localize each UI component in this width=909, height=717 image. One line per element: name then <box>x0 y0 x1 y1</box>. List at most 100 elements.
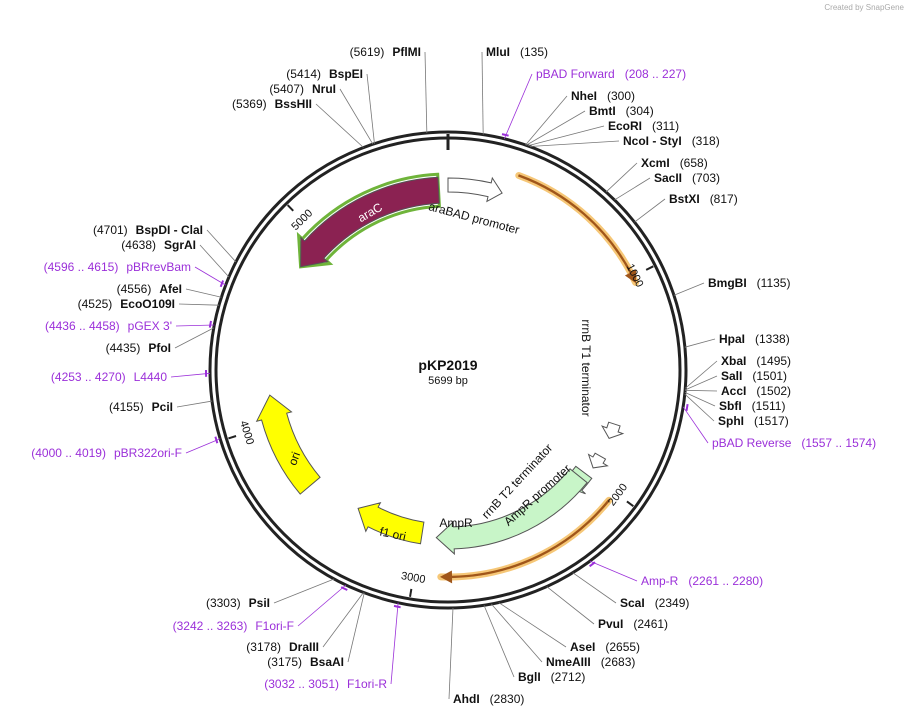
site-label: XbaI (1495) <box>721 354 791 368</box>
site-label: BstXI (817) <box>669 192 738 206</box>
site-label: XcmI (658) <box>641 156 708 170</box>
site-label: (5414) BspEI <box>286 67 363 81</box>
site-label: SphI (1517) <box>718 414 789 428</box>
site-position: (311) <box>652 119 679 133</box>
orf-arrow <box>517 174 637 284</box>
feature-label: araBAD promoter <box>427 199 521 237</box>
site-label: NmeAIII (2683) <box>546 655 635 669</box>
site-label: MluI (135) <box>486 45 548 59</box>
site-position: (5414) <box>286 67 321 81</box>
feature-arrow <box>300 176 440 268</box>
site-name: Amp-R <box>641 574 679 588</box>
site-name: EcoO109I <box>120 297 175 311</box>
site-label: (5619) PflMI <box>350 45 421 59</box>
site-name: ScaI <box>620 596 645 610</box>
site-label: AccI (1502) <box>721 384 791 398</box>
site-position: (4638) <box>121 238 156 252</box>
site-label: NcoI - StyI (318) <box>623 134 720 148</box>
leader-line <box>273 578 335 604</box>
leader-line <box>605 162 638 193</box>
site-position: (1557 .. 1574) <box>801 436 876 450</box>
site-label: (3175) BsaAI <box>267 655 344 669</box>
site-position: (2712) <box>551 670 586 684</box>
feature-label: rrnB T1 terminator <box>579 319 593 416</box>
site-label: SbfI (1511) <box>719 399 785 413</box>
site-position: (3178) <box>246 640 281 654</box>
leader-line <box>174 327 214 349</box>
site-name: PvuI <box>598 617 623 631</box>
site-label: SacII (703) <box>654 171 720 185</box>
site-name: BspDI - ClaI <box>136 223 203 237</box>
leader-line <box>572 572 617 604</box>
site-position: (2349) <box>655 596 690 610</box>
site-name: SacII <box>654 171 682 185</box>
site-name: BglI <box>518 670 541 684</box>
site-name: BspEI <box>329 67 363 81</box>
site-position: (703) <box>692 171 720 185</box>
leader-line <box>684 393 715 422</box>
site-label: NheI (300) <box>571 89 635 103</box>
site-name: SbfI <box>719 399 742 413</box>
site-name: F1ori-F <box>255 619 294 633</box>
site-position: (1495) <box>756 354 791 368</box>
leader-line <box>527 125 605 147</box>
site-label: (4155) PciI <box>109 400 173 414</box>
site-position: (1502) <box>756 384 791 398</box>
leader-line <box>175 324 215 327</box>
site-label: (4556) AfeI <box>117 282 182 296</box>
site-name: AseI <box>570 640 595 654</box>
site-label: Amp-R (2261 .. 2280) <box>641 574 763 588</box>
ring-tick <box>409 588 413 598</box>
leader-line <box>185 288 222 298</box>
site-label: (4701) BspDI - ClaI <box>93 223 203 237</box>
primer-mark <box>393 604 401 609</box>
site-label: (4638) SgrAI <box>121 238 196 252</box>
site-name: SgrAI <box>164 238 196 252</box>
leader-line <box>589 560 638 582</box>
site-position: (3242 .. 3263) <box>173 619 248 633</box>
ring-tick-label: 2000 <box>606 481 630 508</box>
site-label: AhdI (2830) <box>453 692 524 706</box>
site-name: XcmI <box>641 156 670 170</box>
site-name: BsaAI <box>310 655 344 669</box>
site-position: (3175) <box>267 655 302 669</box>
primer-mark <box>208 320 212 328</box>
plasmid-length: 5699 bp <box>428 375 468 387</box>
site-position: (1517) <box>754 414 789 428</box>
site-name: AfeI <box>159 282 182 296</box>
orf-glow <box>515 172 640 286</box>
site-name: L4440 <box>134 370 168 384</box>
primer-mark <box>219 280 225 288</box>
leader-line <box>483 605 515 678</box>
leader-line <box>526 110 586 146</box>
site-position: (3032 .. 3051) <box>264 677 339 691</box>
site-name: XbaI <box>721 354 746 368</box>
site-position: (4435) <box>106 341 141 355</box>
site-label: pBAD Forward (208 .. 227) <box>536 67 686 81</box>
leader-line <box>546 586 595 625</box>
leader-line <box>673 282 705 296</box>
site-position: (1511) <box>752 399 786 413</box>
feature-label: f1 ori <box>378 524 407 543</box>
site-label: (4596 .. 4615) pBRrevBam <box>44 260 191 274</box>
leader-line <box>491 603 543 663</box>
site-label: (3303) PsiI <box>206 596 270 610</box>
site-name: BmgBI <box>708 276 747 290</box>
site-position: (4556) <box>117 282 152 296</box>
site-position: (2261 .. 2280) <box>688 574 763 588</box>
primer-mark <box>685 403 689 411</box>
ring-tick <box>286 204 294 212</box>
site-name: PciI <box>152 400 173 414</box>
leader-line <box>176 400 213 408</box>
leader-line <box>366 73 375 144</box>
leader-line <box>525 95 568 146</box>
site-label: BmgBI (1135) <box>708 276 790 290</box>
leader-line <box>503 73 533 139</box>
leader-line <box>685 389 718 392</box>
feature-arrow <box>357 502 425 545</box>
site-name: pBR322ori-F <box>114 446 182 460</box>
site-position: (208 .. 227) <box>625 67 686 81</box>
leader-line <box>614 177 651 201</box>
site-position: (5407) <box>269 82 304 96</box>
plasmid-name: pKP2019 <box>418 357 477 373</box>
